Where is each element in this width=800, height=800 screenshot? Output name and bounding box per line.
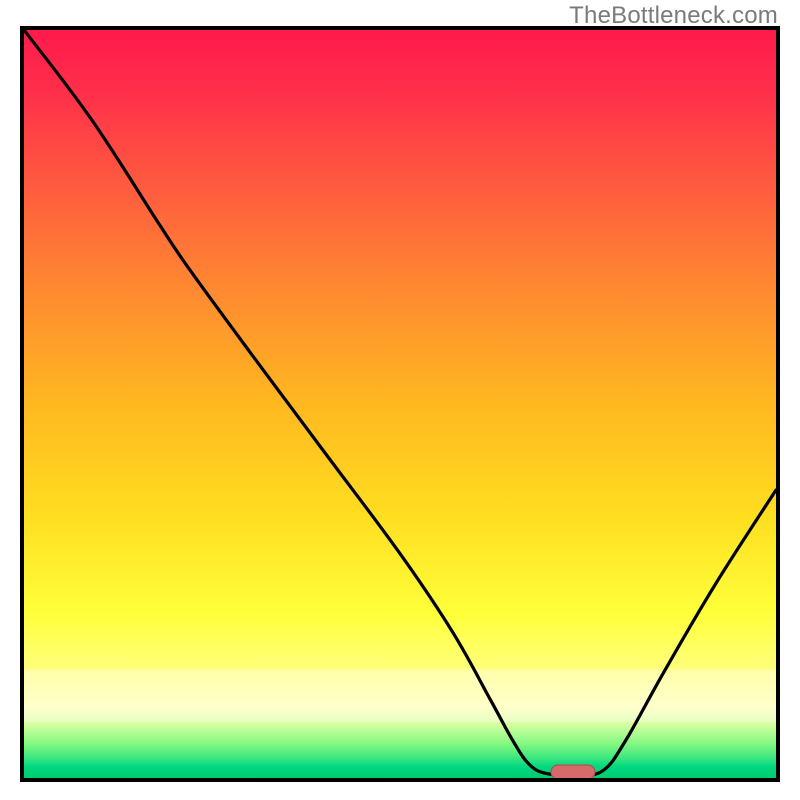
chart-root: TheBottleneck.com: [0, 0, 800, 800]
bottleneck-chart: [0, 0, 800, 800]
optimal-marker: [551, 765, 595, 779]
gradient-background: [24, 30, 776, 778]
pale-band: [24, 670, 776, 722]
